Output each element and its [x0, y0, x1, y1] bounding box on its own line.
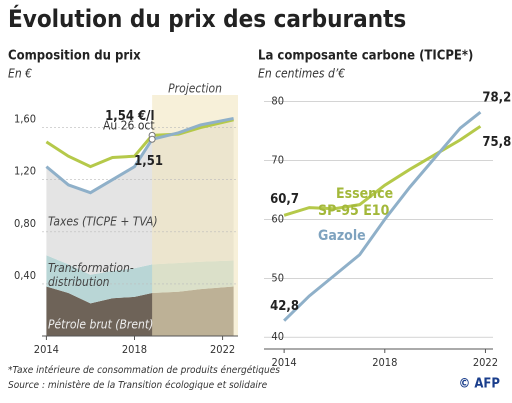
series-label: Essence SP-95 E10	[318, 186, 393, 219]
x-tick-label: 2022	[210, 343, 235, 356]
area-label: Taxes (TICPE + TVA)	[48, 215, 158, 229]
value-label: 60,7	[270, 192, 299, 207]
projection-band	[152, 95, 238, 336]
line	[283, 125, 482, 217]
area-label: Pétrole brut (Brent)	[48, 318, 153, 332]
label-line: Transformation-	[48, 261, 134, 275]
y-tick-label: 50	[271, 271, 284, 284]
plot	[42, 95, 238, 336]
chart-subtitle: En €	[8, 67, 32, 81]
line	[45, 116, 234, 195]
x-tick-label: 2018	[122, 343, 147, 356]
annotation: Au 26 oct	[103, 119, 155, 133]
line	[45, 118, 234, 169]
x-tick-label: 2018	[372, 356, 397, 369]
label-line: Essence	[336, 186, 393, 202]
y-tick-label: 0,80	[14, 217, 36, 230]
value-label: 42,8	[270, 299, 299, 314]
projection-label: Projection	[168, 82, 222, 96]
chart-title: Composition du prix	[8, 49, 141, 64]
value-label: 75,8	[482, 135, 511, 150]
value-label: 78,2	[482, 91, 511, 106]
annotation-dot	[148, 135, 156, 143]
x-tick-label: 2014	[272, 356, 297, 369]
chart-subtitle: En centimes d’€	[258, 67, 345, 81]
x-tick-label: 2022	[473, 356, 498, 369]
y-tick-label: 80	[271, 95, 284, 108]
annotation: 1,51	[134, 154, 163, 169]
chart-title: La composante carbone (TICPE*)	[258, 49, 473, 64]
y-tick-label: 70	[271, 153, 284, 166]
footnote: *Taxe intérieure de consommation de prod…	[8, 364, 280, 376]
line	[283, 110, 482, 322]
label-line: distribution	[48, 275, 110, 289]
title: Évolution du prix des carburants	[8, 4, 406, 33]
annotation: 1,54 €/l	[105, 109, 154, 124]
y-tick-label: 40	[271, 330, 284, 343]
label-line: SP-95 E10	[318, 203, 390, 219]
y-tick-label: 1,20	[14, 165, 36, 178]
credit: © AFP	[459, 377, 501, 392]
y-tick-label: 0,40	[14, 269, 36, 282]
area-label: Transformation-distribution	[48, 261, 134, 289]
source: Source : ministère de la Transition écol…	[8, 379, 268, 391]
series-label: Gazole	[318, 228, 366, 244]
y-tick-label: 60	[271, 212, 284, 225]
plot	[264, 101, 493, 338]
x-tick-label: 2014	[34, 343, 59, 356]
y-tick-label: 1,60	[14, 113, 36, 126]
